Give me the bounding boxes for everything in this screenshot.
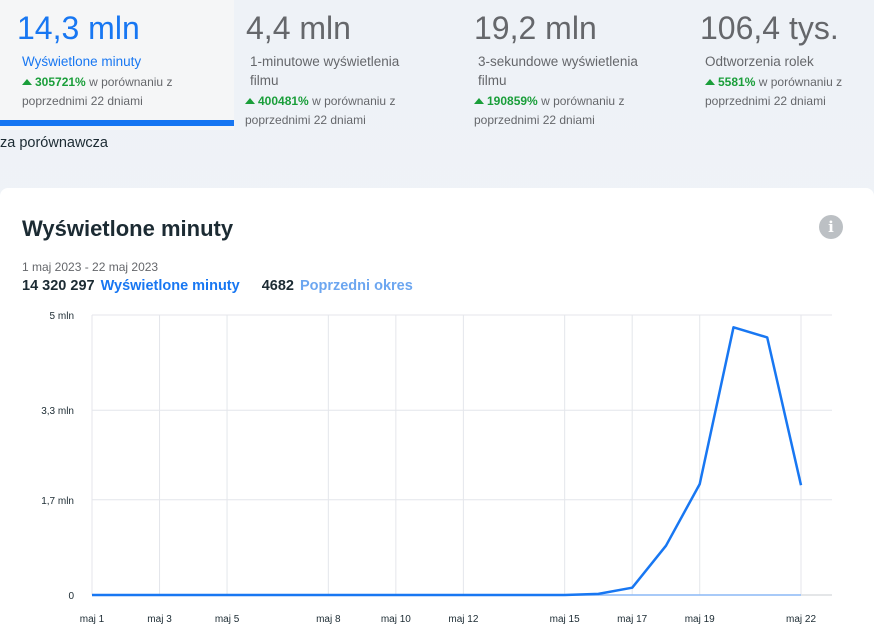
metric-percent: 190859%: [487, 94, 538, 108]
y-tick-label: 1,7 mln: [41, 496, 74, 507]
legend-current-value: 14 320 297: [22, 278, 95, 294]
metric-tab-reels-plays[interactable]: 106,4 tys. Odtworzenia rolek 5581% w por…: [690, 0, 874, 130]
chart-title: Wyświetlone minuty: [22, 216, 234, 241]
x-tick-label: maj 22: [786, 614, 816, 625]
x-tick-label: maj 15: [550, 614, 580, 625]
chart-card: Wyświetlone minuty i 1 maj 2023 - 22 maj…: [0, 188, 874, 637]
metric-tab-3sec-views[interactable]: 19,2 mln 3-sekundowe wyświetlenia filmu …: [462, 0, 690, 130]
chart-legend: 14 320 297 Wyświetlone minuty 4682 Poprzedn…: [22, 278, 413, 294]
y-tick-label: 3,3 mln: [41, 406, 74, 417]
metrics-tabs: 14,3 mln Wyświetlone minuty 305721% w po…: [0, 0, 874, 130]
x-tick-label: maj 1: [80, 614, 105, 625]
metric-tab-1min-views[interactable]: 4,4 mln 1-minutowe wyświetlenia filmu 40…: [234, 0, 462, 130]
metric-label: 1-minutowe wyświetlenia filmu: [250, 54, 400, 88]
metric-value: 106,4 tys.: [700, 10, 839, 46]
y-tick-label: 5 mln: [50, 311, 74, 322]
metric-percent: 400481%: [258, 94, 309, 108]
y-tick-label: 0: [68, 591, 74, 602]
metric-compare-text: w porównaniu z poprzednimi 22 dniami: [22, 75, 173, 108]
x-tick-label: maj 19: [685, 614, 715, 625]
x-tick-label: maj 3: [147, 614, 172, 625]
arrow-up-icon: [245, 98, 255, 104]
metric-value: 4,4 mln: [246, 10, 351, 46]
date-range: 1 maj 2023 - 22 maj 2023: [22, 260, 159, 274]
legend-previous-value: 4682: [261, 278, 294, 294]
metric-tab-minutes-viewed[interactable]: 14,3 mln Wyświetlone minuty 305721% w po…: [0, 0, 234, 130]
arrow-up-icon: [474, 98, 484, 104]
x-tick-label: maj 5: [215, 614, 240, 625]
metric-value: 19,2 mln: [474, 10, 597, 46]
metric-label: Wyświetlone minuty: [22, 54, 142, 69]
metric-comparison: 400481% w porównaniu z poprzednimi 22 dn…: [245, 92, 415, 130]
metric-compare-text: w porównaniu z poprzednimi 22 dniami: [474, 94, 625, 127]
comparative-label: za porównawcza: [0, 135, 108, 151]
metric-label: 3-sekundowe wyświetlenia filmu: [478, 54, 638, 88]
metric-comparison: 190859% w porównaniu z poprzednimi 22 dn…: [474, 92, 644, 130]
metric-value: 14,3 mln: [17, 10, 140, 46]
metric-compare-text: w porównaniu z poprzednimi 22 dniami: [705, 75, 843, 108]
metric-comparison: 305721% w porównaniu z poprzednimi 22 dn…: [22, 73, 192, 111]
x-tick-label: maj 17: [617, 614, 647, 625]
arrow-up-icon: [705, 79, 715, 85]
metric-label: Odtworzenia rolek: [705, 54, 814, 69]
x-tick-label: maj 8: [316, 614, 341, 625]
active-tab-indicator: [0, 120, 234, 126]
line-chart: 0 1,7 mln 3,3 mln 5 mln maj 1 maj 3 maj 5 maj 8…: [41, 311, 832, 625]
metric-compare-text: w porównaniu z poprzednimi 22 dniami: [245, 94, 396, 127]
x-tick-label: maj 12: [448, 614, 478, 625]
series-line-current: [92, 326, 803, 597]
arrow-up-icon: [22, 79, 32, 85]
metric-percent: 305721%: [35, 75, 86, 89]
info-icon[interactable]: i: [819, 215, 843, 239]
legend-previous-label[interactable]: Poprzedni okres: [299, 278, 413, 294]
x-tick-label: maj 10: [381, 614, 411, 625]
metric-percent: 5581%: [718, 75, 756, 89]
metric-comparison: 5581% w porównaniu z poprzednimi 22 dnia…: [705, 73, 870, 111]
legend-current-label[interactable]: Wyświetlone minuty: [100, 278, 240, 294]
